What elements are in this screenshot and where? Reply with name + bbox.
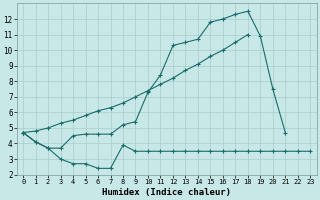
X-axis label: Humidex (Indice chaleur): Humidex (Indice chaleur) — [102, 188, 231, 197]
